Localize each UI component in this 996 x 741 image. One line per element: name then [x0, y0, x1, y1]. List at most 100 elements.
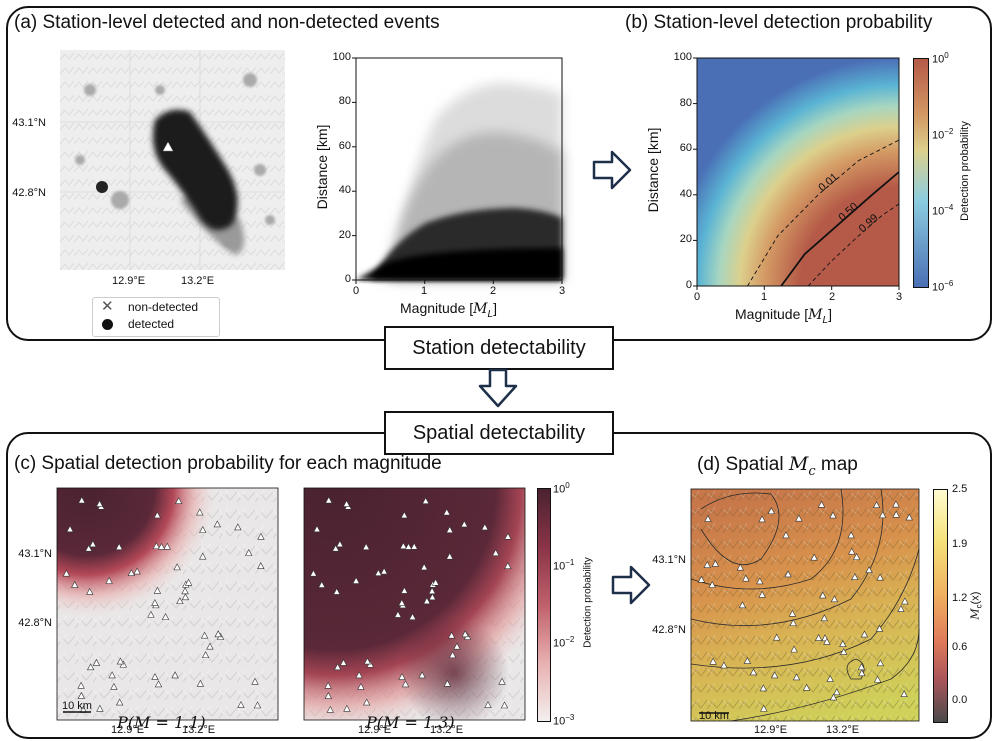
heatmap-ytick-80: 80 — [679, 97, 692, 109]
cb-c-tick-2: 10−2 — [553, 635, 574, 650]
station-triangle-icon — [199, 552, 207, 560]
panel-d-title-sub: c — [808, 463, 816, 479]
scatter-xlabel: Magnitude [ML] — [400, 300, 497, 320]
station-triangle-icon — [173, 563, 181, 571]
station-triangle-icon — [309, 569, 318, 577]
station-triangle-icon — [829, 693, 838, 701]
station-triangle-icon — [86, 663, 95, 671]
panel-d-map — [690, 488, 920, 722]
cb-d-label: Mc(x) — [968, 576, 983, 636]
cb-d-tick-4: 0.0 — [952, 694, 968, 706]
heatmap-ytick-60: 60 — [679, 142, 692, 154]
station-triangle-icon — [324, 681, 332, 689]
scatter-xtick-1: 1 — [421, 285, 428, 297]
heatmap-xtick-0: 0 — [694, 291, 701, 303]
station-triangle-icon — [331, 544, 340, 552]
contour-0.50 — [780, 171, 900, 287]
station-triangle-icon — [116, 657, 125, 665]
panel-d-title: (d) Spatial Mc map — [697, 453, 858, 479]
cb-c-label: Detection probability — [582, 557, 594, 648]
panel-d-colorbar — [933, 489, 948, 723]
panel-a-scatter — [352, 57, 563, 284]
heatmap-ytick-0: 0 — [685, 279, 692, 291]
station-triangle-icon — [196, 679, 205, 687]
station-triangle-icon — [147, 610, 155, 618]
scatter-ytick-0: 0 — [344, 273, 351, 285]
cb-c-tick-3-base: 10 — [553, 715, 566, 728]
station-triangle-icon — [820, 614, 829, 622]
station-triangle-icon — [257, 532, 265, 540]
panel-c2-lon-tick-1: 12.9°E — [358, 724, 392, 736]
station-triangle-icon — [833, 688, 841, 696]
station-triangle-icon — [153, 586, 162, 594]
station-triangle-icon — [66, 525, 74, 533]
station-triangle-icon — [817, 500, 826, 508]
station-triangle-icon — [154, 680, 163, 688]
station-triangle-icon — [852, 552, 861, 560]
station-triangle-icon — [398, 672, 406, 680]
station-triangle-icon — [784, 570, 792, 578]
station-triangle-icon — [151, 672, 159, 680]
cb-b-tick-2-exp: −4 — [944, 203, 954, 212]
heatmap-xtick-3: 3 — [896, 291, 903, 303]
station-triangle-icon — [77, 691, 86, 699]
station-triangle-icon — [86, 587, 94, 595]
station-triangle-icon — [127, 569, 136, 577]
scatter-xlabel-sym: M — [473, 301, 488, 317]
station-triangle-icon — [790, 645, 798, 653]
heatmap-xlabel-sym: M — [808, 307, 823, 323]
panel-d-lat-tick-1: 43.1°N — [652, 554, 686, 566]
station-triangle-icon — [96, 704, 104, 712]
panel-b-title: (b) Station-level detection probability — [625, 12, 933, 33]
station-triangle-icon — [234, 523, 242, 531]
station-triangle-icon — [92, 658, 101, 666]
station-triangle-icon — [504, 562, 512, 569]
cb-b-tick-0-exp: 0 — [944, 51, 949, 60]
heatmap-xtick-2: 2 — [829, 291, 836, 303]
station-triangle-icon — [181, 593, 190, 601]
cb-b-label: Detection probability — [959, 121, 971, 221]
panel-d-title-pre: (d) Spatial — [697, 454, 789, 475]
cb-b-tick-3-base: 10 — [932, 281, 945, 294]
station-triangle-icon — [151, 598, 159, 606]
cb-c-tick-2-base: 10 — [553, 637, 566, 650]
station-triangle-icon — [357, 682, 365, 690]
station-triangle-icon — [324, 691, 333, 699]
station-triangle-icon — [443, 508, 451, 516]
station-triangle-icon — [245, 548, 253, 556]
cb-c-tick-3-exp: −3 — [565, 713, 575, 722]
station-triangle-icon — [71, 580, 79, 588]
scatter-ytick-40: 40 — [338, 184, 351, 196]
spatial-detectability-label: Spatial detectability — [384, 411, 614, 455]
cb-b-tick-3-exp: −6 — [944, 279, 954, 288]
station-triangle-icon — [446, 552, 454, 560]
scatter-ytick-80: 80 — [338, 95, 351, 107]
station-triangle-icon — [200, 631, 209, 639]
station-triangle-icon — [742, 574, 750, 582]
legend-detected-label: detected — [128, 317, 175, 331]
station-triangle-icon — [352, 576, 360, 584]
station-triangle-icon — [709, 657, 717, 665]
station-triangle-icon — [410, 542, 418, 550]
station-triangle-icon — [738, 601, 747, 609]
station-triangle-icon — [492, 548, 500, 556]
panel-c-lon-tick-1: 12.9°E — [111, 724, 145, 736]
panel-d-lon-tick-1: 12.9°E — [754, 724, 788, 736]
panel-c-map-1 — [56, 487, 279, 721]
station-triangle-icon — [339, 658, 348, 666]
station-triangle-icon — [749, 668, 758, 676]
station-triangle-icon — [184, 578, 193, 586]
heatmap-xlabel-end: ] — [828, 306, 832, 322]
station-triangle-icon — [897, 604, 905, 612]
station-triangle-icon — [830, 595, 839, 603]
station-triangle-icon — [380, 567, 388, 575]
panel-c2-lon-tick-2: 13.2°E — [430, 724, 464, 736]
panel-c-scale-1: 10 km — [62, 700, 92, 712]
station-triangle-icon — [758, 515, 766, 523]
cb-c-tick-1-base: 10 — [553, 560, 566, 573]
panel-a-map — [60, 50, 285, 270]
station-triangle-icon — [460, 520, 469, 528]
panel-b-colorbar — [913, 58, 929, 288]
station-triangle-icon — [404, 542, 413, 550]
station-triangle-icon — [110, 682, 118, 690]
